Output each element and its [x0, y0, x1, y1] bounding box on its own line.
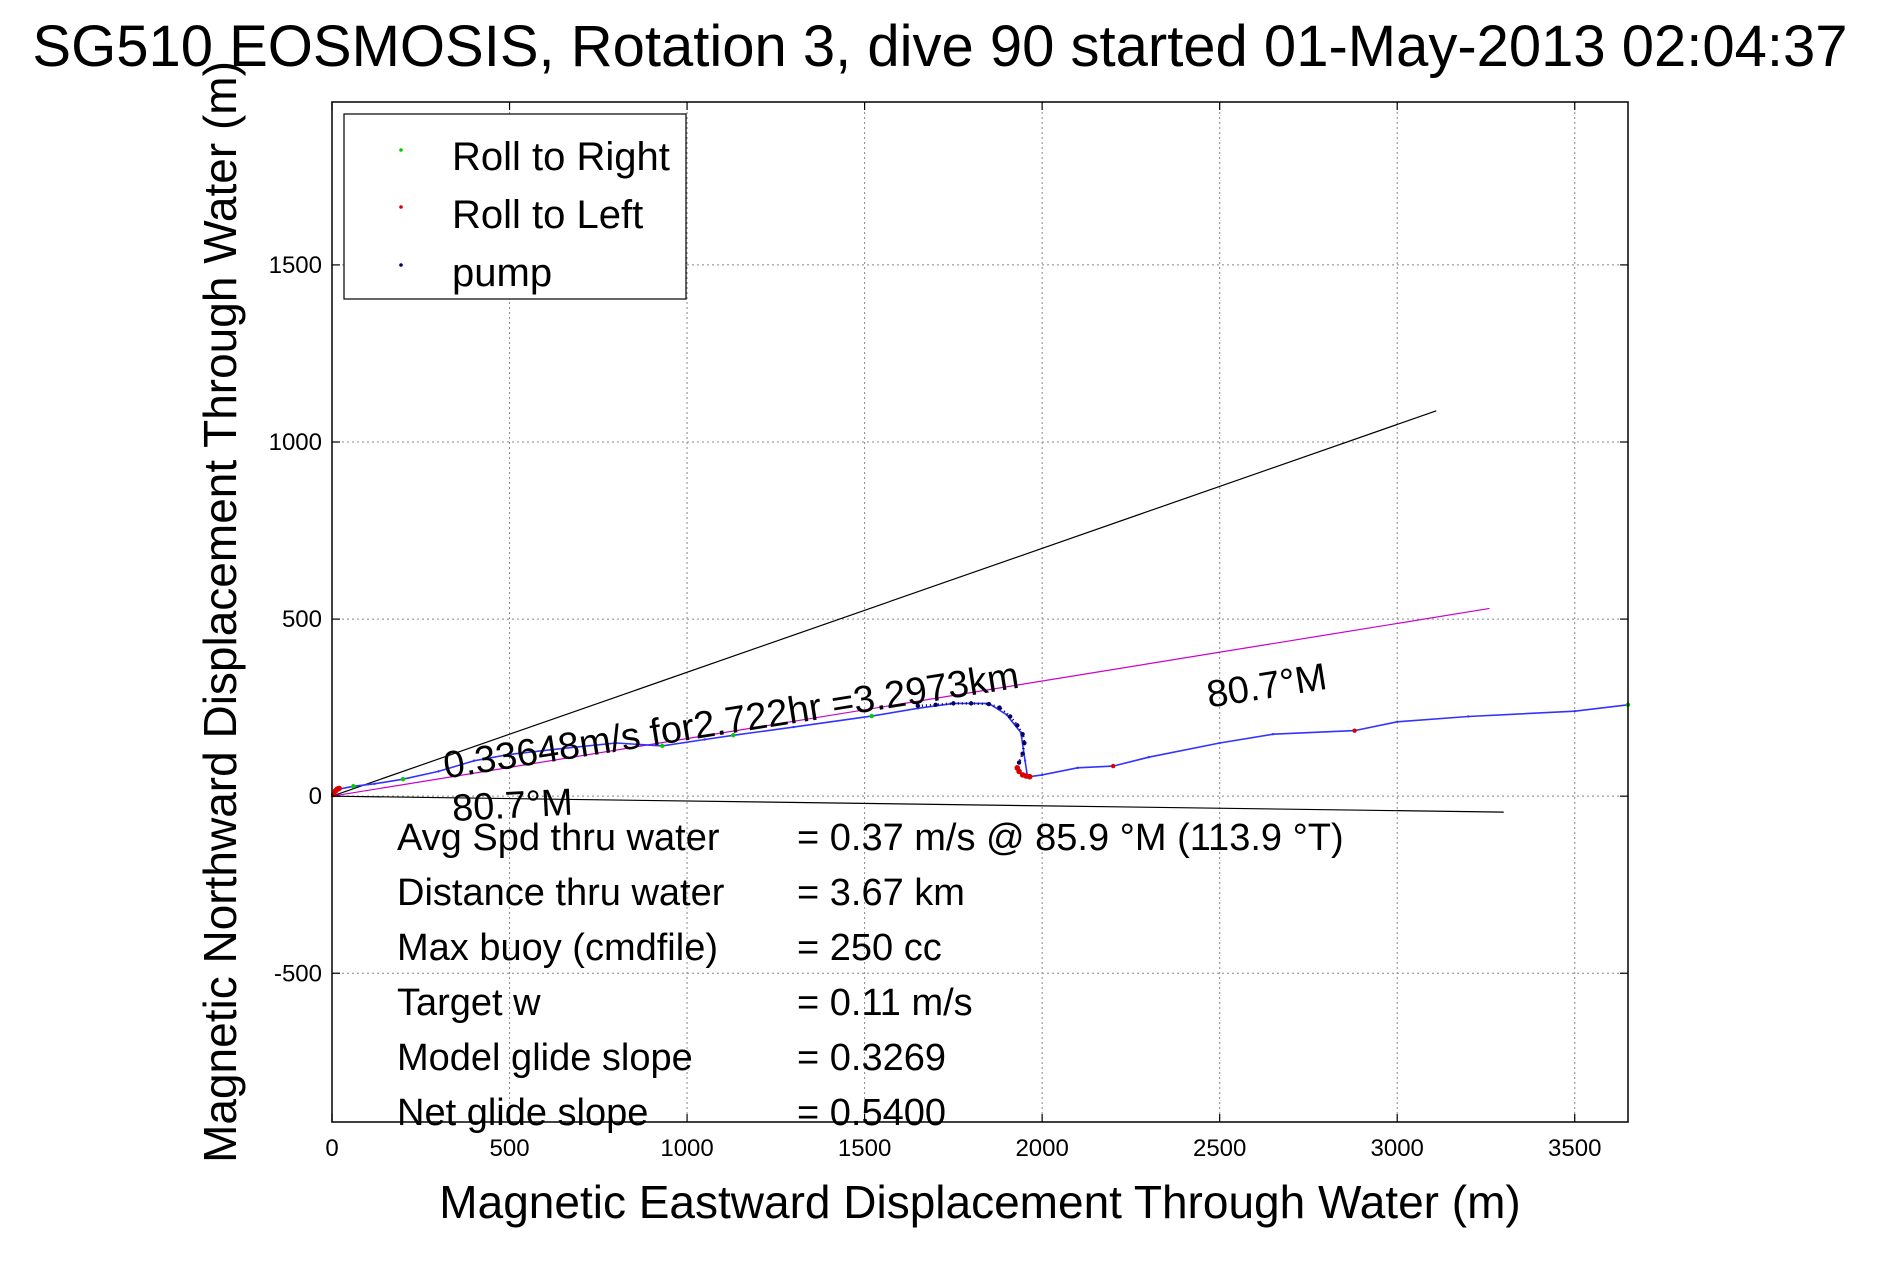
trajectory-point: [1040, 773, 1044, 777]
trajectory-point: [373, 782, 376, 785]
pump-point: [933, 702, 938, 707]
trajectory-point: [1147, 756, 1150, 759]
pump-point: [951, 701, 956, 706]
roll-right-point: [400, 776, 406, 782]
trajectory-point: [703, 738, 707, 741]
trajectory-point: [472, 759, 476, 762]
pump-point: [986, 701, 992, 707]
pump-point: [915, 703, 921, 709]
pump-point: [1016, 760, 1022, 765]
stat-value: = 0.3269: [797, 1037, 946, 1079]
y-axis-label: Magnetic Northward Displacement Through …: [194, 61, 246, 1163]
roll-left-point: [1110, 763, 1116, 769]
y-tick-label: 1000: [269, 429, 322, 456]
trajectory-point: [1076, 766, 1079, 770]
roll-left-point: [336, 785, 342, 792]
roll-left-point: [1352, 728, 1357, 733]
stat-value: = 3.67 km: [797, 872, 965, 914]
reference-line: [331, 607, 1490, 797]
axis-ticks: 0 500 1000 1500 2000 2500 3000 3500 -500 0 500 1000…: [269, 102, 1628, 1162]
pump-point: [1020, 751, 1025, 756]
pump-point: [1007, 714, 1013, 719]
x-tick-label: 0: [325, 1135, 338, 1162]
stat-value: = 0.5400: [797, 1092, 946, 1134]
pump-point: [1020, 731, 1025, 737]
series-group: [330, 701, 1631, 798]
stat-label: Target w: [397, 982, 541, 1024]
y-tick-label: 1500: [269, 252, 322, 279]
stat-value: = 0.11 m/s: [797, 982, 973, 1024]
annotation-text: 0.33648m/s for2.722hr =3.2973km: [440, 655, 1021, 788]
y-tick-label: 0: [309, 783, 322, 810]
trajectory-point: [561, 747, 564, 750]
legend-marker-roll-left: [399, 205, 403, 209]
x-tick-label: 1500: [838, 1135, 891, 1162]
pump-segment: [917, 702, 1026, 769]
trajectory-point: [1271, 732, 1275, 736]
trajectory-point: [614, 741, 618, 745]
x-tick-label: 500: [490, 1135, 530, 1162]
legend-label-pump: pump: [452, 251, 552, 295]
roll-right-point: [660, 743, 665, 749]
roll-left-point: [1026, 773, 1033, 780]
legend-label-roll-left: Roll to Left: [452, 193, 643, 237]
pump-point: [968, 701, 974, 706]
x-tick-label: 3500: [1548, 1135, 1601, 1162]
stat-value: = 250 cc: [797, 927, 942, 969]
trajectory-point: [792, 725, 795, 729]
reference-lines: [331, 410, 1504, 813]
stats-block: Avg Spd thru water = 0.37 m/s @ 85.9 °M (…: [397, 817, 1344, 1134]
legend-marker-pump: [399, 263, 403, 267]
annotation-text: 80.7°M: [1204, 656, 1330, 716]
stat-value: = 0.37 m/s @ 85.9 °M (113.9 °T): [797, 817, 1344, 859]
stat-label: Model glide slope: [397, 1037, 693, 1079]
stat-label: Net glide slope: [397, 1092, 648, 1134]
legend-marker-roll-right: [399, 148, 403, 152]
roll-left-point: [1016, 768, 1022, 775]
trajectory-point: [1396, 720, 1399, 723]
trajectory-point: [1023, 759, 1027, 762]
x-tick-label: 3000: [1371, 1135, 1424, 1162]
roll-right-point: [351, 784, 356, 789]
stat-label: Avg Spd thru water: [397, 817, 720, 859]
stat-label: Max buoy (cmdfile): [397, 927, 718, 969]
roll-right-point: [731, 733, 736, 738]
reference-line: [331, 410, 1437, 797]
pump-point: [997, 705, 1002, 710]
trajectory-point: [1573, 709, 1576, 713]
roll-right-point: [869, 713, 874, 719]
annotation-text: 80.7°M: [451, 782, 574, 830]
pump-point: [1022, 740, 1027, 746]
trajectory-point: [437, 770, 440, 773]
trajectory-point: [508, 753, 511, 756]
y-tick-label: -500: [274, 960, 322, 987]
grid: [331, 102, 1628, 1122]
legend-label-roll-right: Roll to Right: [452, 135, 670, 179]
pump-point: [1015, 723, 1020, 728]
y-tick-label: 500: [282, 606, 322, 633]
x-tick-label: 2000: [1015, 1135, 1068, 1162]
x-axis-label: Magnetic Eastward Displacement Through W…: [439, 1176, 1520, 1228]
chart-title: SG510 EOSMOSIS, Rotation 3, dive 90 star…: [32, 14, 1847, 79]
x-tick-label: 2500: [1193, 1135, 1246, 1162]
x-tick-label: 1000: [660, 1135, 713, 1162]
stat-label: Distance thru water: [397, 872, 725, 914]
legend: Roll to Right Roll to Left pump: [343, 113, 687, 300]
plot-frame: [331, 101, 1629, 1123]
trajectory-point: [1218, 741, 1221, 745]
reference-line: [331, 795, 1504, 813]
trajectory-point: [1467, 715, 1470, 718]
